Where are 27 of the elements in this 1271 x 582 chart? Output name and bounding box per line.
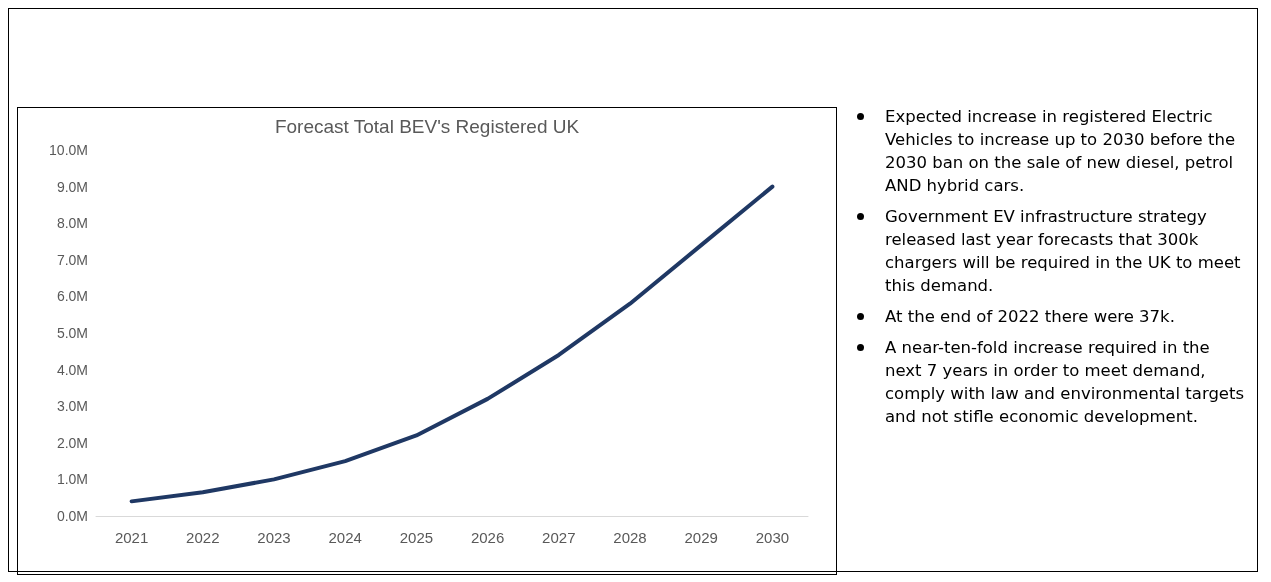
x-tick-label: 2028 <box>613 529 647 546</box>
text: Expected increase in registered Electric Vehicles to increase up to 2030 before the 2030 ban on the sale of new diesel, petrol AND hybrid cars. <box>885 106 1237 197</box>
y-tick-label: 4.0M <box>56 361 88 378</box>
chart-title: Forecast Total BEV's Registered UK <box>274 116 580 137</box>
y-tick-label: 5.0M <box>56 325 88 341</box>
y-tick-label: 0.0M <box>56 508 88 524</box>
x-tick-label: 2025 <box>399 529 434 546</box>
x-tick-label: 2030 <box>755 529 790 546</box>
y-tick-label: 3.0M <box>56 398 88 415</box>
y-tick-label: 7.0M <box>56 251 88 268</box>
y-tick-label: 2.0M <box>56 434 88 451</box>
text: A near-ten-fold increase required in the next 7 years in order to meet demand, comply with law and environmental targets and not stifle economic development. <box>885 337 1245 428</box>
x-tick-label: 2027 <box>542 529 576 546</box>
y-tick-label: 9.0M <box>56 178 88 195</box>
y-tick-label: 1.0M <box>56 471 88 488</box>
x-tick-label: 2022 <box>186 529 220 546</box>
x-tick-label: 2023 <box>257 529 291 546</box>
text: Government EV infrastructure strategy released last year forecasts that 300k chargers will be required in the UK to meet this demand. <box>885 206 1242 297</box>
x-tick-label: 2029 <box>684 529 718 546</box>
x-tick-label: 2026 <box>470 529 505 546</box>
y-tick-label: 6.0M <box>56 288 88 305</box>
text: At the end of 2022 there were 37k. <box>885 306 1176 328</box>
y-tick-label: 10.0M <box>49 142 88 158</box>
x-tick-label: 2024 <box>328 529 362 546</box>
x-tick-label: 2021 <box>114 529 149 546</box>
line-series <box>129 184 775 504</box>
y-tick-label: 8.0M <box>56 215 88 232</box>
